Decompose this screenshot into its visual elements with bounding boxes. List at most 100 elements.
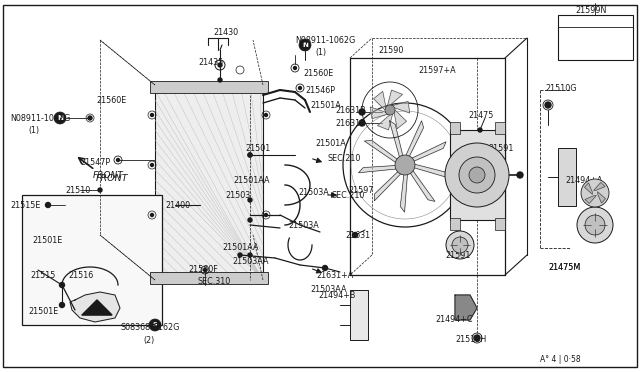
Bar xyxy=(350,290,368,340)
Text: 21494+C: 21494+C xyxy=(435,315,472,324)
Text: 21501AA: 21501AA xyxy=(222,244,259,253)
Text: 21597: 21597 xyxy=(348,186,374,195)
Bar xyxy=(22,195,162,325)
Text: FRONT: FRONT xyxy=(93,170,124,180)
Circle shape xyxy=(359,109,365,115)
Polygon shape xyxy=(389,121,404,161)
Text: 21560F: 21560F xyxy=(188,266,218,275)
Text: 21560E: 21560E xyxy=(303,68,333,77)
Polygon shape xyxy=(374,92,386,111)
Text: (1): (1) xyxy=(28,125,39,135)
Text: FRONT: FRONT xyxy=(96,173,129,183)
Text: 21503: 21503 xyxy=(225,190,250,199)
Polygon shape xyxy=(370,107,389,119)
Circle shape xyxy=(299,39,311,51)
Bar xyxy=(495,122,505,134)
Text: 21503AA: 21503AA xyxy=(232,257,269,266)
Text: 21475M: 21475M xyxy=(548,263,580,273)
Text: 21631B: 21631B xyxy=(335,119,365,128)
Bar xyxy=(558,15,633,60)
Circle shape xyxy=(581,179,609,207)
Circle shape xyxy=(452,237,468,253)
Text: 21516: 21516 xyxy=(68,270,93,279)
Text: 21510: 21510 xyxy=(65,186,90,195)
Polygon shape xyxy=(394,109,406,129)
Circle shape xyxy=(150,164,154,167)
Polygon shape xyxy=(585,196,596,203)
Text: 21591: 21591 xyxy=(445,250,470,260)
Text: 21560E: 21560E xyxy=(96,96,126,105)
Circle shape xyxy=(204,269,207,272)
Circle shape xyxy=(359,120,365,126)
Text: 21503AA: 21503AA xyxy=(310,285,346,295)
Circle shape xyxy=(88,116,92,120)
Bar xyxy=(558,148,576,206)
Text: (2): (2) xyxy=(143,336,154,344)
Circle shape xyxy=(45,202,51,208)
Circle shape xyxy=(294,67,296,70)
Circle shape xyxy=(478,128,482,132)
Text: A° 4 | 0·58: A° 4 | 0·58 xyxy=(540,356,580,365)
Polygon shape xyxy=(387,90,403,107)
Circle shape xyxy=(248,153,252,157)
Text: N08911-1062G: N08911-1062G xyxy=(10,113,70,122)
Bar xyxy=(150,81,268,93)
Polygon shape xyxy=(584,183,592,194)
Text: 21515E: 21515E xyxy=(10,201,40,209)
Polygon shape xyxy=(594,183,605,190)
Polygon shape xyxy=(411,163,451,177)
Polygon shape xyxy=(598,192,605,203)
Bar xyxy=(495,218,505,230)
Circle shape xyxy=(150,113,154,116)
Bar xyxy=(450,122,460,134)
Text: 21501A: 21501A xyxy=(315,138,346,148)
Text: (1): (1) xyxy=(315,48,326,57)
Text: 21501E: 21501E xyxy=(28,308,58,317)
Text: N: N xyxy=(57,115,63,121)
Text: 21494+B: 21494+B xyxy=(318,291,355,299)
Polygon shape xyxy=(408,142,446,163)
Bar xyxy=(155,85,263,280)
Circle shape xyxy=(585,215,605,235)
Text: 21546P: 21546P xyxy=(305,86,335,94)
Circle shape xyxy=(54,112,66,124)
Bar xyxy=(450,218,460,230)
Circle shape xyxy=(545,102,551,108)
Text: CAUTION: CAUTION xyxy=(576,18,607,24)
Circle shape xyxy=(353,232,358,237)
Text: N08911-1062G: N08911-1062G xyxy=(295,35,355,45)
Circle shape xyxy=(248,253,252,257)
Circle shape xyxy=(218,63,222,67)
Circle shape xyxy=(474,335,480,341)
Circle shape xyxy=(385,105,395,115)
Circle shape xyxy=(116,158,120,161)
Text: 21515H: 21515H xyxy=(455,336,486,344)
Text: 21547P: 21547P xyxy=(80,157,110,167)
Text: 21631B: 21631B xyxy=(335,106,365,115)
Polygon shape xyxy=(408,167,435,201)
Text: 21501E: 21501E xyxy=(32,235,62,244)
Bar xyxy=(150,272,268,284)
Polygon shape xyxy=(82,300,112,315)
Circle shape xyxy=(323,266,328,270)
Text: 21590: 21590 xyxy=(378,45,403,55)
Circle shape xyxy=(150,214,154,217)
Circle shape xyxy=(248,153,252,157)
Text: SEC.310: SEC.310 xyxy=(198,278,231,286)
Circle shape xyxy=(469,167,485,183)
Text: 21503A: 21503A xyxy=(298,187,329,196)
Text: SEC.210: SEC.210 xyxy=(332,190,365,199)
Circle shape xyxy=(395,155,415,175)
Polygon shape xyxy=(404,121,424,160)
Text: S08368-6162G: S08368-6162G xyxy=(120,324,179,333)
Text: 21597+A: 21597+A xyxy=(418,65,456,74)
Text: 21430: 21430 xyxy=(213,28,238,36)
Bar xyxy=(450,130,505,220)
Circle shape xyxy=(459,157,495,193)
Polygon shape xyxy=(364,140,400,165)
Text: 21599N: 21599N xyxy=(575,6,606,15)
Text: 21400: 21400 xyxy=(165,201,190,209)
Polygon shape xyxy=(378,113,393,130)
Circle shape xyxy=(264,214,268,217)
Text: 21494+A: 21494+A xyxy=(565,176,602,185)
